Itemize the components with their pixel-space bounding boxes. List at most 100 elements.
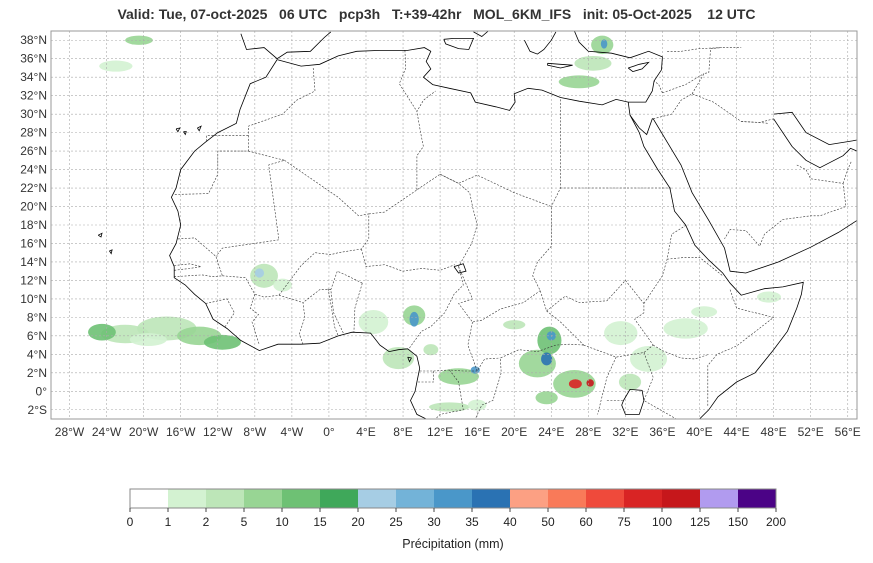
colorbar-swatch (510, 489, 549, 508)
colorbar-swatch (168, 489, 207, 508)
precip-cell (568, 379, 582, 389)
lon-tick-label: 16°W (166, 425, 196, 439)
colorbar-tick-label: 1 (165, 515, 172, 529)
colorbar-tick-label: 20 (351, 515, 365, 529)
colorbar-swatch (548, 489, 587, 508)
country-border (398, 50, 418, 112)
country-border (174, 263, 202, 271)
lon-tick-label: 52°E (798, 425, 824, 439)
colorbar-tick-label: 2 (203, 515, 210, 529)
country-border (248, 67, 316, 136)
coastline (240, 31, 332, 60)
colorbar-label: Précipitation (mm) (402, 537, 504, 551)
precip-cell (382, 346, 415, 370)
lon-tick-label: 4°E (356, 425, 375, 439)
colorbar-swatch (586, 489, 625, 508)
country-border (532, 211, 584, 346)
colorbar-tick-label: 40 (503, 515, 517, 529)
colorbar-swatch (662, 489, 701, 508)
lat-tick-label: 22°N (20, 181, 47, 195)
country-border (597, 356, 617, 415)
country-border (222, 275, 260, 346)
lat-tick-label: 4°N (27, 347, 47, 361)
colorbar-swatch (130, 489, 169, 508)
precip-cell (470, 366, 480, 374)
country-border (667, 47, 742, 52)
colorbar-tick-label: 50 (541, 515, 555, 529)
lon-tick-label: 0° (323, 425, 335, 439)
coastline (627, 102, 654, 136)
lon-tick-label: 44°E (723, 425, 749, 439)
country-border (643, 224, 687, 304)
precip-cell (663, 318, 708, 339)
country-border (298, 289, 331, 345)
country-border (467, 321, 501, 372)
precip-cell (604, 321, 638, 346)
coastline (773, 111, 857, 146)
colorbar-swatch (624, 489, 663, 508)
coastlines (97, 31, 857, 419)
country-border (643, 352, 677, 419)
colorbar-tick-label: 30 (427, 515, 441, 529)
lat-tick-label: 38°N (20, 33, 47, 47)
country-border (546, 279, 654, 346)
precip-cell (438, 368, 480, 385)
precip-cell (129, 333, 167, 347)
lat-tick-label: 10°N (20, 292, 47, 306)
lat-tick-label: 26°N (20, 144, 47, 158)
country-border (416, 90, 436, 190)
map-frame (50, 30, 858, 420)
lon-tick-label: 24°E (538, 425, 564, 439)
lon-tick-label: 12°W (203, 425, 233, 439)
lat-tick-label: 34°N (20, 70, 47, 84)
coastline (473, 31, 489, 37)
coastline (276, 31, 663, 111)
precip-cell (537, 326, 562, 355)
coastline (97, 232, 103, 238)
precip-cell (574, 55, 612, 71)
colorbar-swatch (472, 489, 511, 508)
country-border (741, 121, 770, 124)
country-border (653, 344, 709, 360)
precip-cell (409, 311, 419, 327)
colorbar-tick-label: 200 (766, 515, 786, 529)
coastline (443, 38, 475, 50)
coastline (197, 125, 202, 132)
lat-tick-label: 18°N (20, 218, 47, 232)
lon-tick-label: 8°W (243, 425, 266, 439)
precip-cell (600, 39, 608, 49)
lat-tick-label: 2°S (28, 403, 47, 417)
precipitation-layer (88, 35, 782, 412)
coastline (109, 249, 113, 255)
country-border (691, 47, 722, 94)
lat-tick-label: 2°N (27, 366, 47, 380)
precip-cell (618, 373, 642, 391)
lat-tick-label: 14°N (20, 255, 47, 269)
colorbar-tick-label: 15 (313, 515, 327, 529)
country-border (416, 370, 434, 383)
lat-tick-label: 20°N (20, 200, 47, 214)
precip-cell (254, 268, 265, 278)
lat-tick-label: 12°N (20, 273, 47, 287)
country-border (724, 164, 847, 247)
precip-cell (88, 323, 116, 341)
country-border (842, 161, 852, 184)
precip-cell (203, 334, 241, 350)
lon-tick-label: 56°E (835, 425, 861, 439)
colorbar-tick-label: 5 (241, 515, 248, 529)
country-border (435, 369, 464, 419)
colorbar-tick-label: 100 (652, 515, 672, 529)
country-border (662, 73, 705, 94)
colorbar-tick-label: 25 (389, 515, 403, 529)
country-border (368, 173, 478, 267)
precip-cell (756, 291, 782, 303)
coastline (547, 62, 573, 69)
latitude-labels: 38°N 36°N 34°N 32°N 30°N 28°N 26°N 24°N 22°N 20°N… (20, 33, 47, 417)
precip-cell (99, 60, 133, 72)
colorbar-swatch (700, 489, 739, 508)
country-borders (173, 47, 852, 419)
country-border (205, 298, 235, 327)
lat-tick-label: 16°N (20, 236, 47, 250)
coastline (629, 114, 804, 419)
lat-tick-label: 24°N (20, 163, 47, 177)
